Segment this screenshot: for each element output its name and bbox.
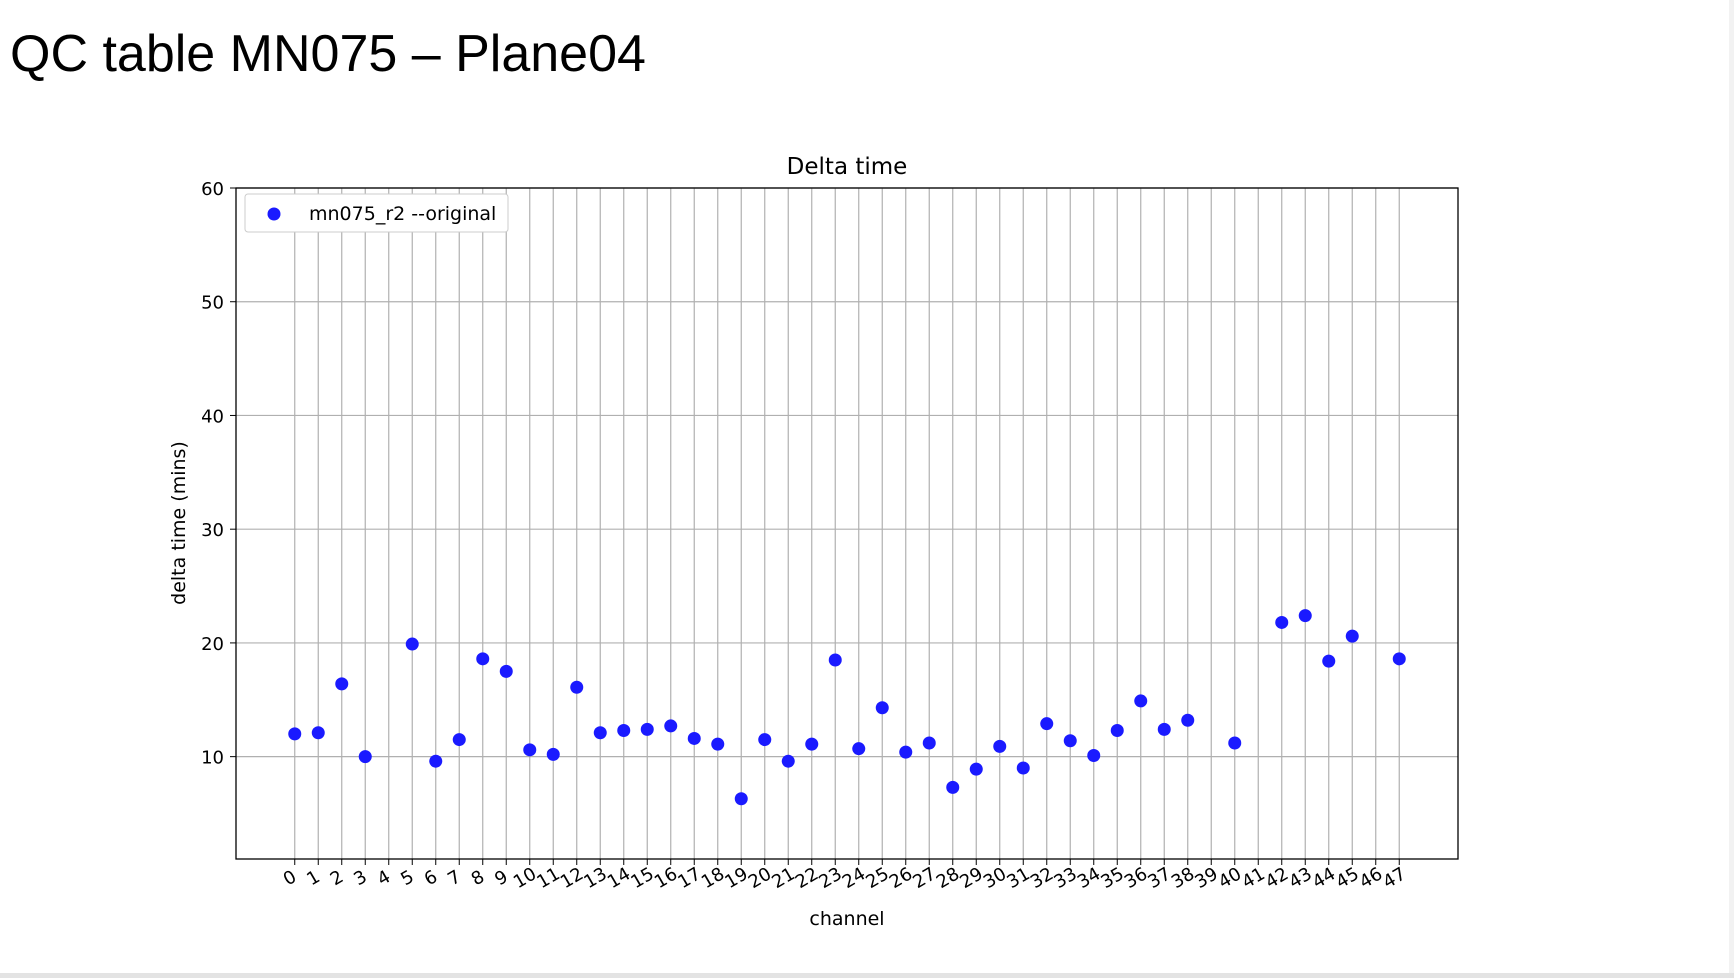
- data-point: [899, 745, 913, 759]
- axis-ticks: [230, 187, 1400, 865]
- x-tick-label: 6: [421, 866, 441, 890]
- slide-right-edge: [1729, 0, 1734, 973]
- data-point: [1275, 615, 1289, 629]
- data-point: [1087, 749, 1101, 763]
- y-tick-label: 50: [201, 293, 224, 314]
- data-point: [546, 747, 560, 761]
- x-tick-label: 0: [280, 866, 300, 890]
- data-point: [452, 733, 466, 747]
- data-point: [335, 677, 349, 691]
- y-axis-label: delta time (mins): [168, 441, 190, 605]
- data-point: [1392, 652, 1406, 666]
- data-point: [499, 664, 513, 678]
- data-point: [828, 653, 842, 667]
- data-point: [311, 726, 325, 740]
- data-point: [993, 739, 1007, 753]
- data-point: [288, 727, 302, 741]
- data-point: [358, 750, 372, 764]
- data-point: [1181, 713, 1195, 727]
- data-point: [1322, 654, 1336, 668]
- x-tick-label: 2: [327, 866, 347, 890]
- x-tick-label: 1: [303, 866, 323, 890]
- x-tick-label: 4: [374, 866, 394, 890]
- data-point: [570, 680, 584, 694]
- x-tick-labels: 0 1 2 3 4 5 6 7 8 9101112131415161718192021222324…: [280, 863, 1410, 893]
- plot-area-background: [236, 188, 1458, 859]
- data-point: [969, 762, 983, 776]
- data-point: [429, 754, 443, 768]
- data-points: [288, 609, 1406, 806]
- x-tick-label: 9: [491, 866, 511, 890]
- data-point: [805, 737, 819, 751]
- x-tick-label: 7: [444, 866, 464, 890]
- data-point: [687, 731, 701, 745]
- data-point: [1016, 761, 1030, 775]
- data-point: [946, 780, 960, 794]
- data-point: [781, 754, 795, 768]
- plot-frame: [235, 187, 1459, 860]
- legend-box: [244, 193, 509, 233]
- chart-title: Delta time: [787, 154, 908, 180]
- y-tick-label: 20: [201, 634, 224, 655]
- data-point: [1228, 736, 1242, 750]
- legend-marker: [267, 207, 281, 221]
- data-point: [476, 652, 490, 666]
- data-point: [1063, 734, 1077, 748]
- data-point: [664, 719, 678, 733]
- y-tick-label: 60: [201, 179, 224, 200]
- data-point: [1157, 722, 1171, 736]
- y-tick-label: 10: [201, 748, 224, 769]
- data-point: [617, 723, 631, 737]
- data-point: [1345, 629, 1359, 643]
- data-point: [523, 743, 537, 757]
- legend: mn075_r2 --original: [244, 193, 509, 233]
- x-tick-label: 8: [468, 866, 488, 890]
- data-point: [1040, 717, 1054, 731]
- x-tick-label: 47: [1379, 863, 1409, 893]
- x-tick-label: 5: [397, 866, 417, 890]
- legend-label: mn075_r2 --original: [309, 203, 496, 225]
- y-tick-label: 40: [201, 406, 224, 427]
- data-point: [711, 737, 725, 751]
- data-point: [922, 736, 936, 750]
- data-point: [1134, 694, 1148, 708]
- y-tick-labels: 10 20 30 40 50 60: [201, 179, 224, 769]
- data-point: [640, 722, 654, 736]
- data-point: [1110, 723, 1124, 737]
- data-point: [593, 726, 607, 740]
- data-point: [405, 637, 419, 651]
- data-point: [1298, 609, 1312, 623]
- slide-title: QC table MN075 – Plane04: [10, 25, 646, 83]
- y-tick-label: 30: [201, 520, 224, 541]
- x-tick-label: 3: [350, 866, 370, 890]
- data-point: [734, 792, 748, 806]
- data-point: [758, 733, 772, 747]
- data-point: [875, 701, 889, 715]
- data-point: [852, 742, 866, 756]
- slide-bottom-border: [0, 973, 1734, 978]
- x-axis-label: channel: [809, 908, 884, 930]
